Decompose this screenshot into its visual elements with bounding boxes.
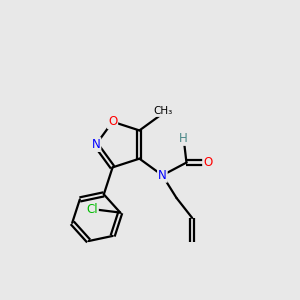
Text: N: N	[92, 138, 100, 151]
Text: Cl: Cl	[86, 203, 98, 216]
Text: O: O	[108, 115, 117, 128]
Text: N: N	[158, 169, 167, 182]
Text: H: H	[179, 132, 188, 145]
Text: O: O	[203, 156, 212, 169]
Text: CH₃: CH₃	[153, 106, 172, 116]
